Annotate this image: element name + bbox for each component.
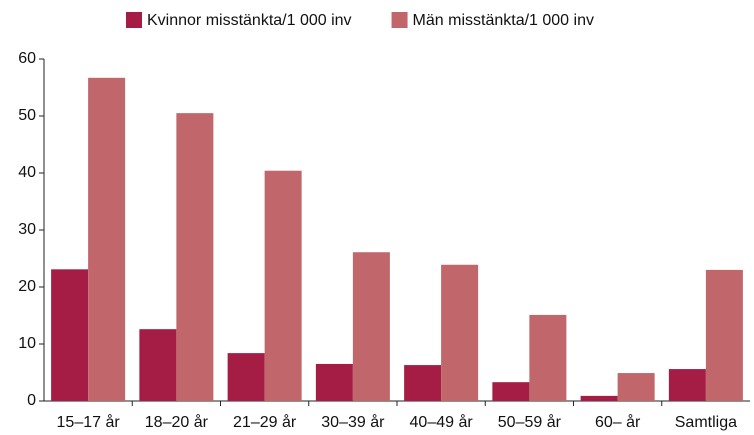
x-tick-label: 21–29 år <box>233 413 297 431</box>
y-tick-label: 50 <box>18 107 36 124</box>
x-tick-label: 15–17 år <box>57 413 121 431</box>
x-tick-label: 30–39 år <box>321 413 385 431</box>
y-tick-label: 40 <box>18 164 36 181</box>
legend-swatch <box>126 12 142 28</box>
bar <box>88 77 126 401</box>
x-tick-label: 18–20 år <box>145 413 209 431</box>
bar <box>352 252 390 401</box>
bar <box>139 329 177 401</box>
y-tick-label: 20 <box>18 278 36 295</box>
bar <box>668 369 706 401</box>
bar <box>264 170 302 401</box>
x-tick-label: 40–49 år <box>410 413 474 431</box>
bar <box>315 363 353 401</box>
bar <box>580 395 618 401</box>
bar <box>176 113 214 402</box>
bar <box>492 382 530 401</box>
bar <box>441 264 479 401</box>
bar <box>705 269 743 401</box>
y-tick-label: 60 <box>18 50 36 67</box>
bar <box>404 365 442 401</box>
x-tick-label: 60– år <box>595 413 641 431</box>
bar <box>617 373 655 401</box>
x-tick-label: Samtliga <box>675 414 737 431</box>
bar <box>529 314 567 401</box>
y-tick-label: 0 <box>27 392 36 409</box>
legend-label: Kvinnor misstänkta/1 000 inv <box>147 12 352 29</box>
legend-swatch <box>391 12 408 28</box>
y-tick-label: 30 <box>18 221 36 238</box>
y-tick-label: 10 <box>18 335 36 352</box>
x-tick-label: 50–59 år <box>498 413 562 431</box>
bar <box>227 353 265 401</box>
legend-label: Män misstänkta/1 000 inv <box>413 12 594 29</box>
bar <box>51 269 89 401</box>
